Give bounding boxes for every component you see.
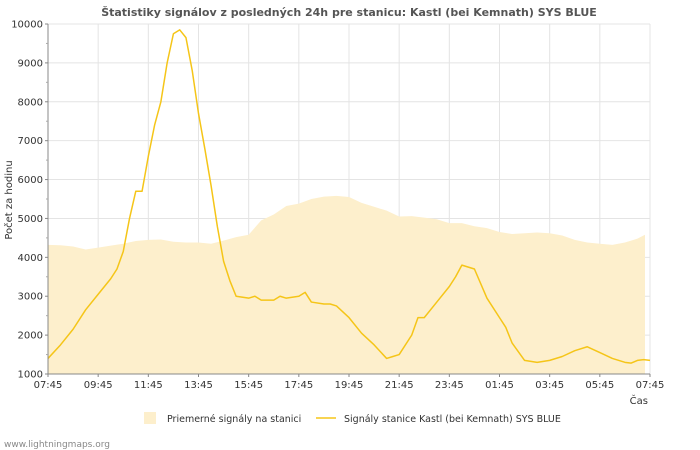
x-axis-label: Čas	[630, 394, 648, 407]
legend: Priemerné signály na stanici Signály sta…	[144, 412, 561, 425]
x-axis-ticks: 07:45 09:45 11:45 13:45 15:45 17:45 19:45 21:45…	[34, 374, 665, 391]
y-tick-label: 2000	[18, 331, 43, 342]
x-tick-label: 15:45	[234, 380, 263, 391]
x-tick-label: 13:45	[184, 380, 213, 391]
legend-label-station: Signály stanice Kastl (bei Kemnath) SYS …	[344, 414, 561, 425]
y-tick-label: 7000	[18, 136, 43, 147]
x-tick-label: 03:45	[535, 380, 564, 391]
x-tick-label: 07:45	[34, 380, 63, 391]
average-area-layer	[48, 195, 645, 374]
station-line-layer	[47, 29, 651, 364]
y-axis-ticks: 1000 2000 3000 4000 5000 6000 7000 8000 9000 1000…	[11, 20, 48, 381]
y-tick-label: 1000	[18, 370, 43, 381]
y-tick-label: 6000	[18, 175, 43, 186]
y-axis-label: Počet za hodinu	[3, 160, 15, 239]
y-tick-label: 9000	[18, 58, 43, 69]
y-tick-label: 5000	[18, 214, 43, 225]
legend-swatch-average	[144, 412, 156, 424]
x-tick-label: 17:45	[284, 380, 313, 391]
y-tick-label: 3000	[18, 292, 43, 303]
x-tick-label: 09:45	[84, 380, 113, 391]
chart-title: Štatistiky signálov z posledných 24h pre…	[101, 6, 597, 19]
x-tick-label: 11:45	[134, 380, 163, 391]
station-signals-line	[47, 29, 651, 364]
legend-label-average: Priemerné signály na stanici	[167, 414, 301, 425]
y-tick-label: 10000	[11, 20, 43, 31]
site-credit: www.lightningmaps.org	[4, 440, 110, 450]
x-tick-label: 21:45	[385, 380, 414, 391]
x-tick-label: 01:45	[485, 380, 514, 391]
y-tick-label: 4000	[18, 253, 43, 264]
x-tick-label: 19:45	[335, 380, 364, 391]
x-tick-label: 23:45	[435, 380, 464, 391]
x-tick-label: 07:45	[636, 380, 665, 391]
y-tick-label: 8000	[18, 97, 43, 108]
x-tick-label: 05:45	[585, 380, 614, 391]
average-signals-area	[48, 195, 645, 374]
